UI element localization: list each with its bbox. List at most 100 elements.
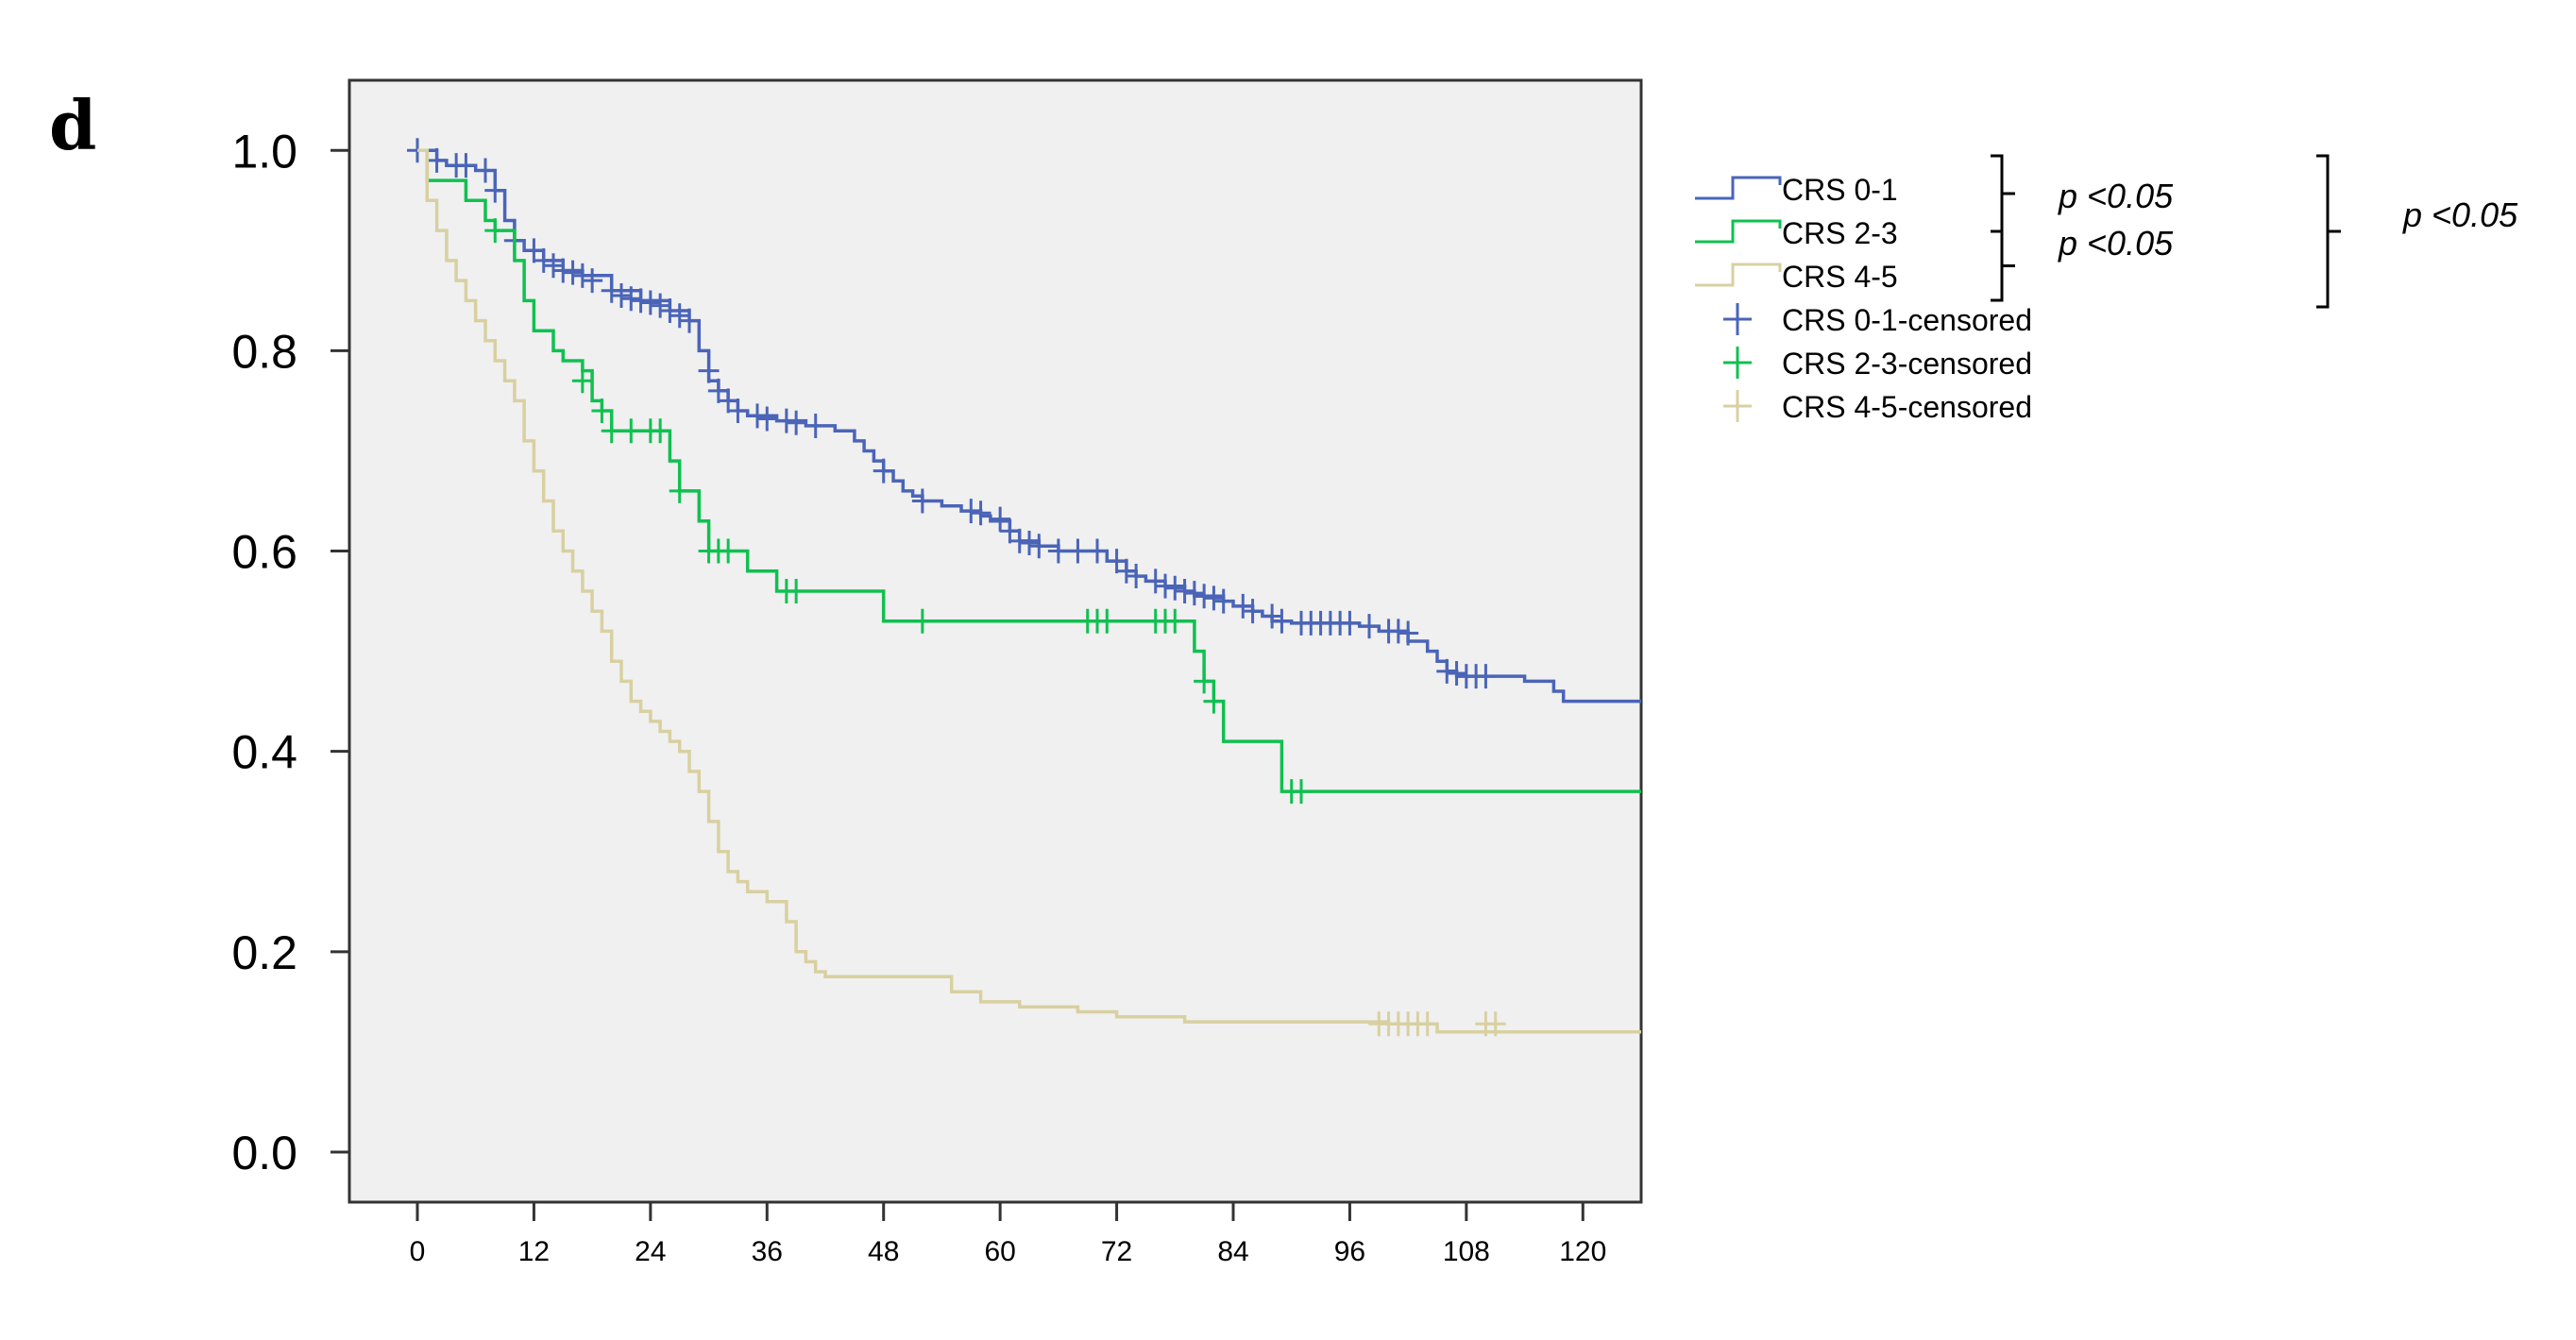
censor-mark (970, 500, 991, 526)
censor-mark (543, 253, 564, 279)
censor-mark (1028, 534, 1050, 559)
pvalue-crs01-vs-crs45: p <0.05 (2402, 195, 2518, 234)
y-tick-label: 1.0 (231, 125, 297, 178)
censor-mark (1436, 658, 1458, 684)
censor-mark (1262, 603, 1283, 629)
censor-mark (475, 158, 496, 183)
censor-mark (1359, 614, 1380, 639)
legend-item: CRS 4-5 (1695, 260, 1898, 294)
censor-mark (611, 283, 632, 309)
censor-mark (1047, 538, 1069, 564)
legend-item: CRS 2-3 (1695, 216, 1898, 250)
censor-mark (1203, 585, 1225, 611)
censor-mark (552, 258, 574, 283)
censor-mark (571, 368, 593, 394)
legend-label: CRS 0-1-censored (1782, 303, 2032, 337)
legend-label: CRS 2-3 (1782, 216, 1898, 250)
legend-label: CRS 4-5 (1782, 260, 1898, 294)
censor-mark (718, 388, 739, 414)
legend-label: CRS 0-1 (1782, 173, 1898, 207)
censor-mark (1164, 608, 1186, 634)
censor-mark (533, 247, 554, 273)
censor-mark (990, 506, 1011, 532)
p-value-annotations: p <0.05 p <0.05 p <0.05 (1991, 154, 2518, 309)
censor-mark (960, 499, 982, 524)
censor-mark (1398, 620, 1419, 646)
series-crs-2-3 (417, 148, 1641, 805)
x-tick-label: 120 (1559, 1236, 1606, 1267)
censor-mark (1475, 664, 1497, 689)
censor-mark (911, 608, 933, 634)
censor-mark (669, 478, 690, 503)
censor-mark (620, 418, 642, 444)
panel-label: d (49, 85, 96, 165)
censor-mark (582, 268, 603, 294)
censor-mark (1242, 599, 1263, 624)
censor-mark (1067, 538, 1089, 564)
x-tick-label: 12 (518, 1236, 550, 1267)
censor-mark (1008, 528, 1030, 553)
x-tick-label: 84 (1217, 1236, 1248, 1267)
bracket-crs01-crs45 (2316, 154, 2341, 309)
x-tick-label: 36 (752, 1236, 783, 1267)
legend-censor-swatch (1723, 390, 1752, 422)
censor-mark (775, 408, 797, 433)
x-tick-label: 60 (984, 1236, 1015, 1267)
legend-swatch (1695, 263, 1782, 287)
censor-mark (484, 178, 506, 203)
censor-mark (1155, 573, 1176, 599)
plot-area: 0.0 0.2 0.4 0.6 0.8 1.0 0 12 24 36 48 60 72 84 96 108 12… (231, 78, 1643, 1267)
censor-mark (1194, 584, 1215, 609)
series-crs-4-5 (417, 148, 1641, 1037)
censor-mark (591, 399, 613, 424)
pvalue-crs01-vs-crs23: p <0.05 (2058, 177, 2174, 215)
censor-mark (1271, 608, 1293, 634)
x-tick-label: 48 (868, 1236, 899, 1267)
legend-item: CRS 4-5-censored (1723, 390, 2032, 424)
censor-mark (1194, 669, 1215, 694)
censor-mark (679, 308, 700, 333)
censor-mark (1387, 619, 1409, 644)
x-tick-label: 0 (410, 1236, 426, 1267)
censor-mark (455, 153, 477, 178)
censor-mark (756, 406, 778, 432)
censor-mark (707, 378, 729, 403)
censor-mark (911, 488, 933, 514)
legend-label: CRS 4-5-censored (1782, 390, 2032, 424)
censor-mark (1115, 558, 1137, 584)
censor-mark (639, 290, 661, 315)
x-tick-label: 108 (1443, 1236, 1490, 1267)
censor-mark (999, 518, 1021, 544)
censor-mark (786, 410, 807, 435)
censor-mark (426, 147, 448, 173)
censor-mark (669, 303, 690, 329)
censor-mark (1339, 610, 1361, 636)
y-tick-label: 0.8 (231, 325, 297, 378)
y-tick-label: 0.2 (231, 926, 297, 979)
censor-mark (1203, 688, 1225, 714)
censor-mark (1446, 660, 1467, 686)
censor-mark (1126, 564, 1147, 589)
x-tick-label: 72 (1101, 1236, 1132, 1267)
censor-mark (601, 418, 622, 444)
y-tick-label: 0.4 (231, 726, 297, 779)
censor-mark (1087, 538, 1108, 564)
survival-curve (417, 148, 1641, 1034)
legend-item: CRS 2-3-censored (1723, 347, 2032, 381)
y-tick-label: 0.0 (231, 1127, 297, 1179)
censor-mark (718, 538, 739, 564)
censor-mark (1212, 588, 1234, 614)
legend-censor-swatch (1723, 347, 1752, 379)
censor-mark (1232, 593, 1254, 619)
censor-mark (601, 278, 622, 303)
censor-mark (620, 286, 642, 312)
censor-mark (1174, 578, 1195, 603)
x-tick-label: 24 (635, 1236, 666, 1267)
censor-mark (747, 403, 768, 429)
censor-mark (630, 288, 652, 314)
censor-mark (1019, 531, 1040, 556)
bracket-crs01-crs23 (1991, 154, 2015, 233)
legend: CRS 0-1 CRS 2-3 CRS 4-5 CRS 0-1-censored CRS… (1695, 173, 2032, 424)
censor-mark (1416, 1011, 1438, 1037)
